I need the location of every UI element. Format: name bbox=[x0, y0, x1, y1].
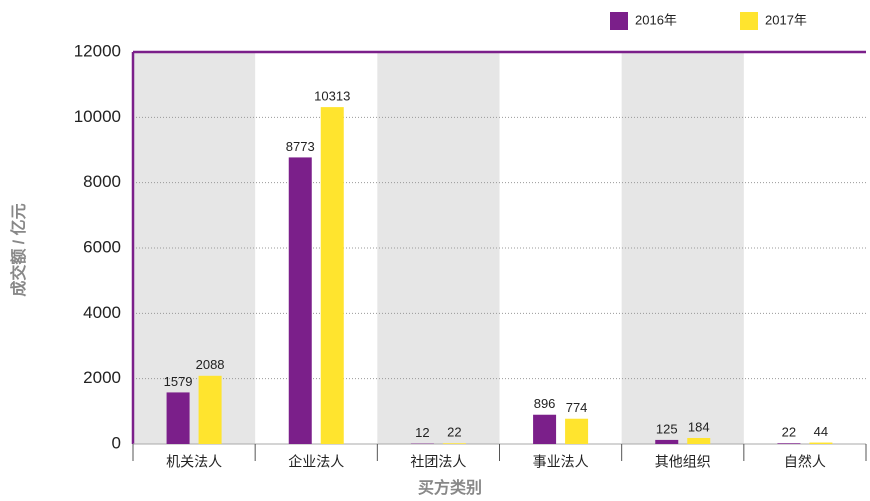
y-tick-label: 10000 bbox=[74, 107, 121, 126]
data-label: 125 bbox=[656, 421, 678, 436]
data-label: 12 bbox=[415, 425, 429, 440]
legend-swatch bbox=[610, 12, 628, 30]
data-label: 8773 bbox=[286, 139, 315, 154]
data-label: 184 bbox=[688, 419, 710, 434]
bar bbox=[809, 442, 833, 444]
x-tick-label: 其他组织 bbox=[655, 454, 711, 470]
y-tick-label: 4000 bbox=[83, 303, 121, 322]
data-label: 22 bbox=[447, 425, 461, 440]
bar bbox=[166, 392, 190, 444]
bar bbox=[320, 107, 344, 444]
bar bbox=[777, 443, 801, 444]
data-label: 2088 bbox=[196, 357, 225, 372]
y-tick-label: 6000 bbox=[83, 237, 121, 256]
bar bbox=[565, 418, 589, 444]
x-tick-label: 事业法人 bbox=[533, 454, 589, 470]
data-label: 22 bbox=[782, 425, 796, 440]
x-tick-label: 机关法人 bbox=[166, 454, 222, 470]
y-axis-label: 成交额 / 亿元 bbox=[9, 203, 28, 296]
legend-label: 2017年 bbox=[765, 12, 807, 27]
x-tick-label: 企业法人 bbox=[288, 454, 344, 470]
bar bbox=[198, 375, 222, 444]
data-label: 10313 bbox=[314, 89, 350, 104]
bar bbox=[655, 439, 679, 444]
y-tick-label: 0 bbox=[112, 433, 121, 452]
legend-swatch bbox=[740, 12, 758, 30]
data-label: 896 bbox=[534, 396, 556, 411]
x-tick-label: 自然人 bbox=[784, 454, 826, 470]
data-label: 1579 bbox=[164, 374, 193, 389]
bar bbox=[687, 437, 711, 444]
band-bg bbox=[133, 52, 256, 444]
y-tick-label: 2000 bbox=[83, 368, 121, 387]
bar bbox=[442, 443, 466, 444]
data-label: 44 bbox=[814, 424, 828, 439]
x-axis-label: 买方类别 bbox=[418, 478, 482, 497]
legend-label: 2016年 bbox=[635, 12, 677, 27]
data-label: 774 bbox=[566, 400, 588, 415]
x-tick-label: 社团法人 bbox=[410, 454, 466, 470]
bar bbox=[533, 414, 557, 444]
bar bbox=[288, 157, 312, 444]
y-tick-label: 12000 bbox=[74, 41, 121, 60]
y-tick-label: 8000 bbox=[83, 172, 121, 191]
